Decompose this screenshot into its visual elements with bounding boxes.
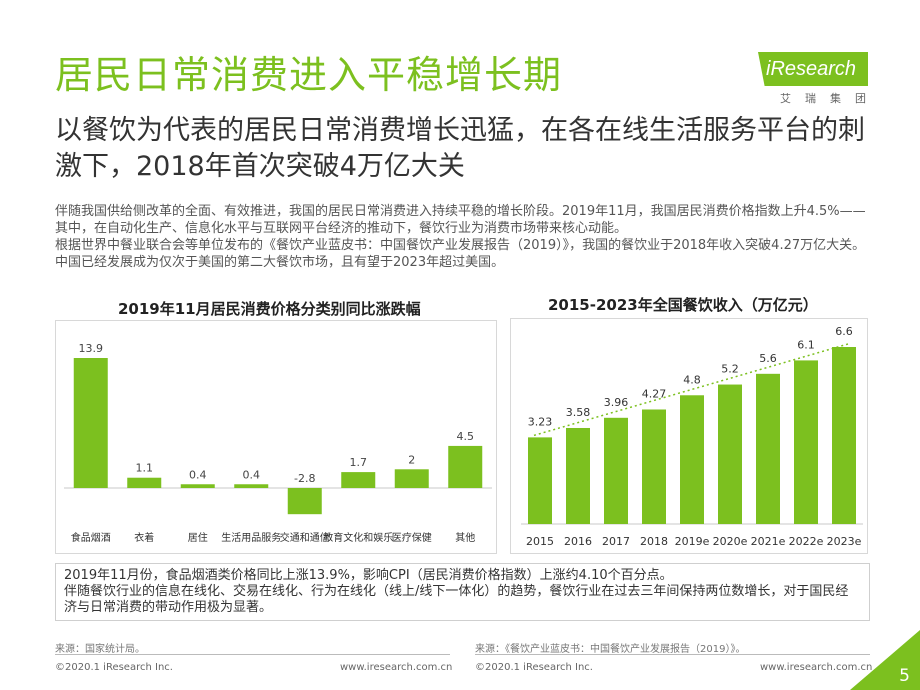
intro-paragraph-2: 根据世界中餐业联合会等单位发布的《餐饮产业蓝皮书：中国餐饮产业发展报告（2019… (55, 238, 866, 270)
revenue-bar-0 (528, 437, 552, 524)
footer-divider-right (475, 654, 870, 655)
cpi-category-label-3: 生活用品服务 (221, 531, 281, 544)
page-title: 居民日常消费进入平稳增长期 (55, 53, 563, 97)
revenue-bar-6 (756, 373, 780, 524)
revenue-bar-4 (680, 395, 704, 524)
footer-divider-left (55, 654, 450, 655)
cpi-category-label-7: 其他 (455, 531, 475, 544)
note-box: 2019年11月份，食品烟酒类价格同比上涨13.9%，影响CPI（居民消费价格指… (55, 563, 870, 621)
footer-url-left[interactable]: www.iresearch.com.cn (340, 662, 453, 673)
footer-copyright-left: ©2020.1 iResearch Inc. (55, 662, 173, 673)
logo-badge: iResearch (758, 52, 868, 86)
revenue-value-label-2: 3.96 (604, 396, 629, 409)
note-paragraph-2: 伴随餐饮行业的信息在线化、交易在线化、行为在线化（线上/线下一体化）的趋势，餐饮… (64, 584, 849, 615)
revenue-year-label-3: 2018 (640, 535, 668, 548)
cpi-bar-1 (127, 477, 162, 488)
revenue-bar-1 (566, 427, 590, 524)
cpi-category-label-5: 教育文化和娱乐 (323, 531, 393, 544)
intro-text: 伴随我国供给侧改革的全面、有效推进，我国的居民日常消费进入持续平稳的增长阶段。2… (55, 203, 870, 271)
revenue-year-label-4: 2019e (675, 535, 710, 548)
revenue-value-label-6: 5.6 (759, 352, 777, 365)
cpi-bar-4 (287, 488, 322, 515)
cpi-value-label-4: -2.8 (294, 472, 315, 485)
cpi-category-label-1: 衣着 (134, 531, 154, 544)
revenue-chart-title: 2015-2023年全国餐饮收入（万亿元） (548, 296, 818, 314)
cpi-value-label-2: 0.4 (189, 468, 207, 481)
cpi-value-label-6: 2 (408, 453, 415, 466)
revenue-year-label-2: 2017 (602, 535, 630, 548)
footer-copyright-right: ©2020.1 iResearch Inc. (475, 662, 593, 673)
cpi-value-label-1: 1.1 (136, 462, 154, 475)
cpi-bar-6 (394, 469, 429, 488)
corner-decoration: 5 (850, 630, 920, 690)
cpi-bar-7 (448, 445, 483, 488)
footer-url-right[interactable]: www.iresearch.com.cn (760, 662, 873, 673)
cpi-chart: 13.9 食品烟酒 1.1 衣着 0.4 居住 0.4 生活用品服务 -2.8 交通和通信 1.7 教… (55, 320, 497, 554)
logo-subtitle: 艾瑞集团 (780, 92, 880, 105)
cpi-value-label-3: 0.4 (243, 468, 261, 481)
iresearch-logo: iResearch 艾瑞集团 (758, 52, 878, 105)
cpi-value-label-0: 13.9 (79, 342, 104, 355)
revenue-year-label-8: 2023e (827, 535, 862, 548)
cpi-chart-svg: 13.9 食品烟酒 1.1 衣着 0.4 居住 0.4 生活用品服务 -2.8 交通和通信 1.7 教… (64, 342, 492, 544)
page-subtitle: 以餐饮为代表的居民日常消费增长迅猛，在各在线生活服务平台的刺激下，2018年首次… (55, 115, 865, 182)
revenue-value-label-4: 4.8 (683, 373, 701, 386)
revenue-value-label-8: 6.6 (835, 325, 853, 338)
cpi-bar-0 (73, 358, 108, 488)
revenue-bar-3 (642, 409, 666, 524)
cpi-category-label-2: 居住 (188, 531, 208, 544)
cpi-value-label-7: 4.5 (457, 430, 475, 443)
source-left: 来源：国家统计局。 (55, 644, 145, 655)
revenue-year-label-7: 2022e (789, 535, 824, 548)
revenue-year-label-1: 2016 (564, 535, 592, 548)
revenue-chart: 3.23 2015 3.58 2016 3.96 2017 4.27 2018 4.8 2019e… (510, 318, 868, 554)
cpi-category-label-4: 交通和通信 (280, 531, 330, 544)
cpi-chart-title: 2019年11月居民消费价格分类别同比涨跌幅 (118, 300, 421, 318)
revenue-year-label-0: 2015 (526, 535, 554, 548)
revenue-year-label-5: 2020e (713, 535, 748, 548)
note-paragraph-1: 2019年11月份，食品烟酒类价格同比上涨13.9%，影响CPI（居民消费价格指… (64, 568, 673, 583)
revenue-bar-5 (718, 384, 742, 524)
revenue-chart-svg: 3.23 2015 3.58 2016 3.96 2017 4.27 2018 4.8 2019e… (521, 325, 863, 548)
revenue-value-label-5: 5.2 (721, 363, 739, 376)
page-number: 5 (899, 666, 910, 686)
cpi-bar-2 (180, 484, 215, 488)
revenue-bar-2 (604, 417, 628, 524)
cpi-category-label-0: 食品烟酒 (71, 531, 111, 544)
source-right: 来源：《餐饮产业蓝皮书：中国餐饮产业发展报告（2019）》。 (475, 644, 746, 655)
revenue-bar-8 (832, 347, 856, 524)
revenue-bar-7 (794, 360, 818, 524)
logo-name: iResearch (766, 58, 857, 80)
revenue-value-label-7: 6.1 (797, 338, 815, 351)
cpi-bar-3 (234, 484, 269, 488)
cpi-bar-5 (341, 472, 376, 488)
revenue-value-label-1: 3.58 (566, 406, 591, 419)
revenue-value-label-0: 3.23 (528, 415, 553, 428)
revenue-year-label-6: 2021e (751, 535, 786, 548)
revenue-value-label-3: 4.27 (642, 387, 667, 400)
cpi-category-label-6: 医疗保健 (392, 531, 432, 544)
intro-paragraph-1: 伴随我国供给侧改革的全面、有效推进，我国的居民日常消费进入持续平稳的增长阶段。2… (55, 204, 866, 236)
cpi-value-label-5: 1.7 (350, 456, 368, 469)
